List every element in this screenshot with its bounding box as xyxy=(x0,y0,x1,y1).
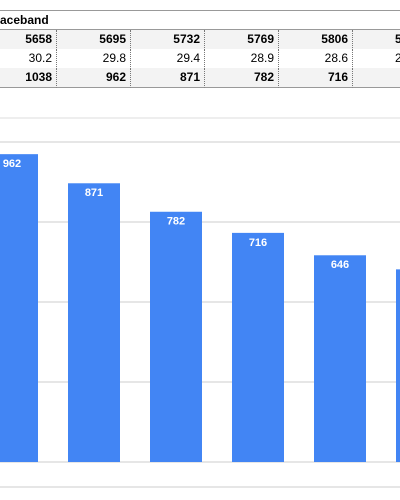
table-cell: 716 xyxy=(279,68,353,88)
table-cell: 5769 xyxy=(205,30,279,50)
table-cell: 28.6 xyxy=(279,49,353,69)
table-cell: 29.8 xyxy=(57,49,131,69)
data-label: 871 xyxy=(85,187,103,199)
table-cell: 962 xyxy=(57,68,131,88)
table-cell: 5806 xyxy=(279,30,353,50)
table-cell xyxy=(353,68,400,88)
bar xyxy=(150,211,202,462)
table-cell: 2 xyxy=(353,49,400,69)
data-label: 782 xyxy=(167,216,185,228)
bar xyxy=(232,232,284,462)
table-cell: 5658 xyxy=(0,30,57,50)
table-cell: 871 xyxy=(131,68,205,88)
data-label: 646 xyxy=(331,259,349,271)
table-cell: 28.9 xyxy=(205,49,279,69)
data-label: 962 xyxy=(3,158,21,170)
data-label: 716 xyxy=(249,237,267,249)
table-cell: 5695 xyxy=(57,30,131,50)
table-cell: 5732 xyxy=(131,30,205,50)
table-cell: 29.4 xyxy=(131,49,205,69)
table-cell: 1038 xyxy=(0,68,57,88)
table-cell: 30.2 xyxy=(0,49,57,69)
bar xyxy=(0,154,38,462)
table-cell: 782 xyxy=(205,68,279,88)
table-title: aceband xyxy=(0,10,400,30)
bar xyxy=(396,269,400,462)
table-cell: 5 xyxy=(353,30,400,50)
bar xyxy=(314,255,366,462)
bar xyxy=(68,183,120,462)
chart: 962 871 782 716 646 xyxy=(0,117,400,488)
